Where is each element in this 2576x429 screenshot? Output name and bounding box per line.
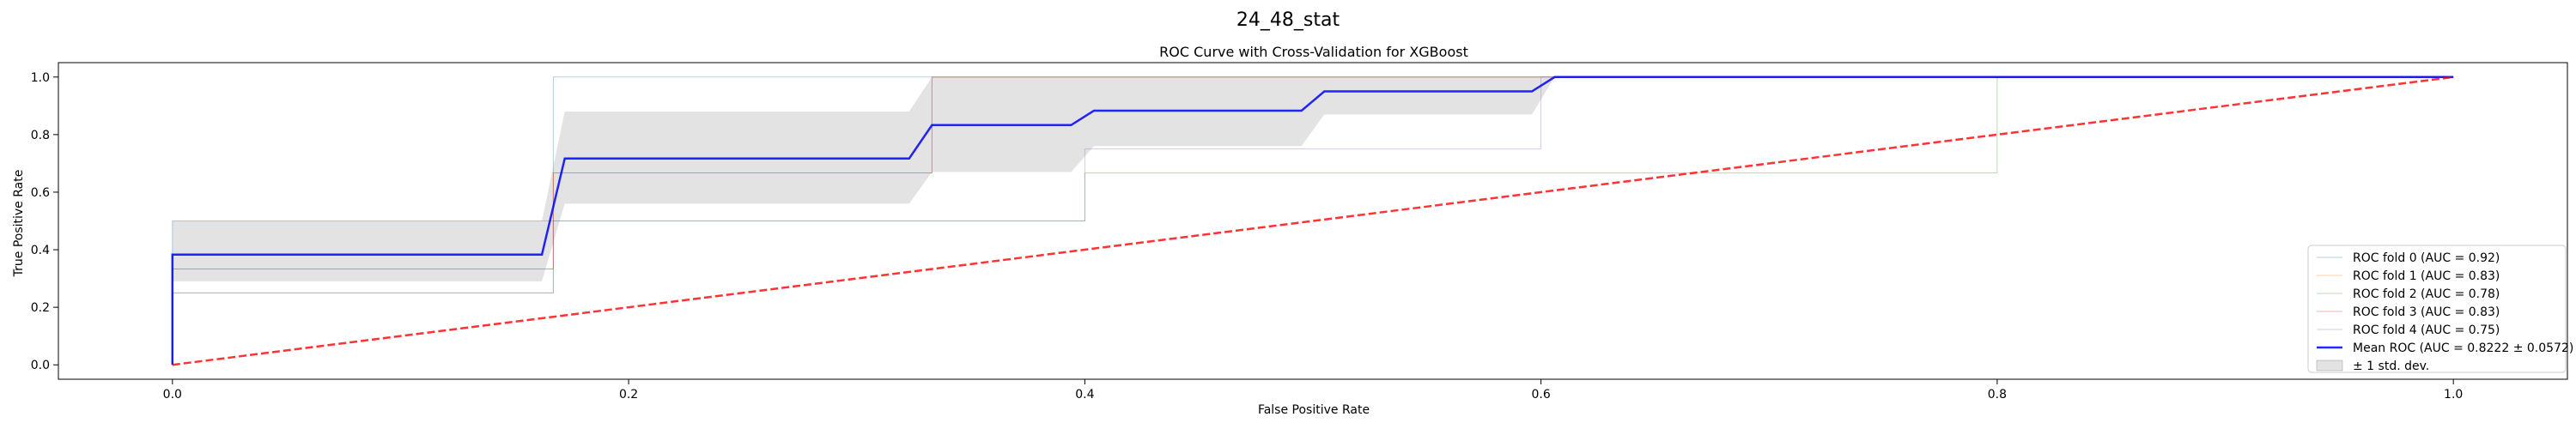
legend-std-band-label: ± 1 std. dev. [2353, 360, 2429, 373]
legend-items: ROC fold 0 (AUC = 0.92) ROC fold 1 (AUC =… [2316, 251, 2573, 373]
y-tick-label: 1.0 [31, 71, 50, 85]
roc-fold-2-line [172, 76, 2454, 366]
y-axis-label: True Positive Rate [12, 170, 26, 278]
x-tick-label: 1.0 [2444, 388, 2463, 402]
y-tick-label: 0.6 [31, 186, 50, 200]
legend-fold-3-label: ROC fold 3 (AUC = 0.83) [2353, 305, 2500, 319]
figure-suptitle: 24_48_stat [1236, 9, 1340, 31]
legend-fold-4-label: ROC fold 4 (AUC = 0.75) [2353, 323, 2500, 337]
chance-line [172, 76, 2454, 366]
y-tick-label: 0.4 [31, 244, 50, 257]
y-tick-label: 0.8 [31, 129, 50, 142]
std-band-layer [172, 76, 2454, 281]
roc-fold-4-line [172, 76, 2454, 366]
legend: ROC fold 0 (AUC = 0.92) ROC fold 1 (AUC =… [2307, 245, 2573, 373]
y-tick-label: 0.0 [31, 359, 50, 372]
axes-layer: 0.0 0.2 0.4 0.6 0.8 1.0 0.0 0.2 0.4 0.6 0.8 1.0 [31, 62, 2568, 402]
x-axis-label: False Positive Rate [1258, 403, 1370, 417]
chart-title: ROC Curve with Cross-Validation for XGBo… [1159, 44, 1468, 60]
std-band-area [172, 76, 2454, 281]
legend-fold-1-label: ROC fold 1 (AUC = 0.83) [2353, 269, 2500, 283]
x-tick-label: 0.2 [619, 388, 638, 402]
x-tick-label: 0.0 [163, 388, 182, 402]
x-tick-label: 0.8 [1988, 388, 2007, 402]
y-tick-label: 0.2 [31, 301, 50, 315]
legend-fold-0-label: ROC fold 0 (AUC = 0.92) [2353, 251, 2500, 265]
x-tick-label: 0.6 [1532, 388, 1551, 402]
mean-roc-line [171, 76, 2454, 366]
plot-frame [58, 62, 2568, 380]
legend-fold-2-label: ROC fold 2 (AUC = 0.78) [2353, 287, 2500, 301]
x-tick-label: 0.4 [1075, 388, 1094, 402]
legend-mean-roc-label: Mean ROC (AUC = 0.8222 ± 0.0572) [2353, 341, 2573, 355]
legend-std-band-swatch [2316, 360, 2343, 372]
legend-box [2307, 245, 2567, 373]
main-curves-layer [171, 76, 2454, 366]
